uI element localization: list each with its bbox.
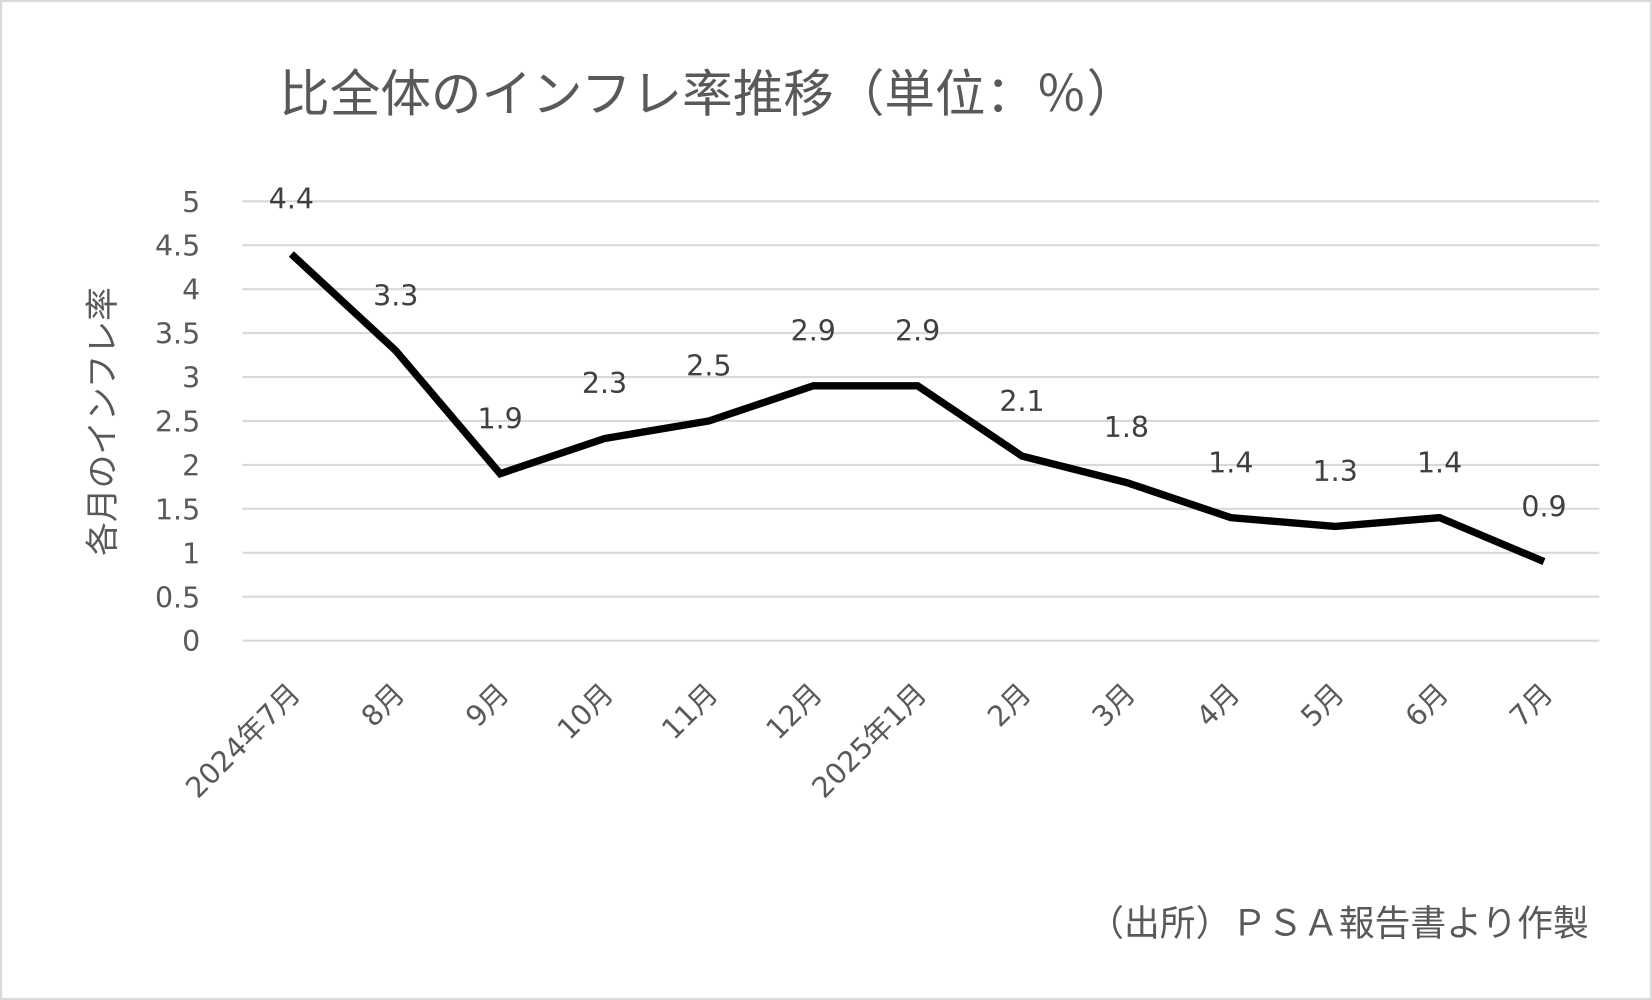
data-label: 1.4 bbox=[1417, 446, 1462, 479]
y-tick-label: 4 bbox=[182, 274, 200, 307]
y-tick-label: 2 bbox=[182, 449, 200, 482]
y-tick-label: 0 bbox=[182, 625, 200, 658]
data-label: 1.8 bbox=[1104, 411, 1149, 444]
y-tick-label: 2.5 bbox=[155, 406, 200, 439]
y-tick-label: 3.5 bbox=[155, 318, 200, 351]
y-tick-label: 1.5 bbox=[155, 493, 200, 526]
data-label: 1.3 bbox=[1313, 455, 1358, 488]
data-label: 2.5 bbox=[686, 350, 731, 383]
data-label: 4.4 bbox=[269, 183, 314, 216]
data-label: 3.3 bbox=[373, 279, 418, 312]
data-label: 0.9 bbox=[1521, 490, 1566, 523]
data-label: 2.3 bbox=[582, 367, 627, 400]
data-label: 2.1 bbox=[999, 385, 1044, 418]
series-line-inflation bbox=[288, 251, 1546, 565]
y-tick-label: 5 bbox=[182, 186, 200, 219]
y-axis-label: 各月のインフレ率 bbox=[83, 287, 122, 556]
data-label: 2.9 bbox=[895, 315, 940, 348]
source-note: （出所）ＰＳＡ報告書より作製 bbox=[1088, 904, 1589, 945]
y-tick-label: 4.5 bbox=[155, 230, 200, 263]
chart-title: 比全体のインフレ率推移（単位：％） bbox=[279, 65, 1137, 124]
data-label: 1.9 bbox=[478, 402, 523, 435]
y-tick-label: 3 bbox=[182, 362, 200, 395]
y-tick-label: 0.5 bbox=[155, 581, 200, 614]
data-label: 1.4 bbox=[1208, 446, 1253, 479]
y-tick-label: 1 bbox=[182, 537, 200, 570]
data-label: 2.9 bbox=[791, 315, 836, 348]
